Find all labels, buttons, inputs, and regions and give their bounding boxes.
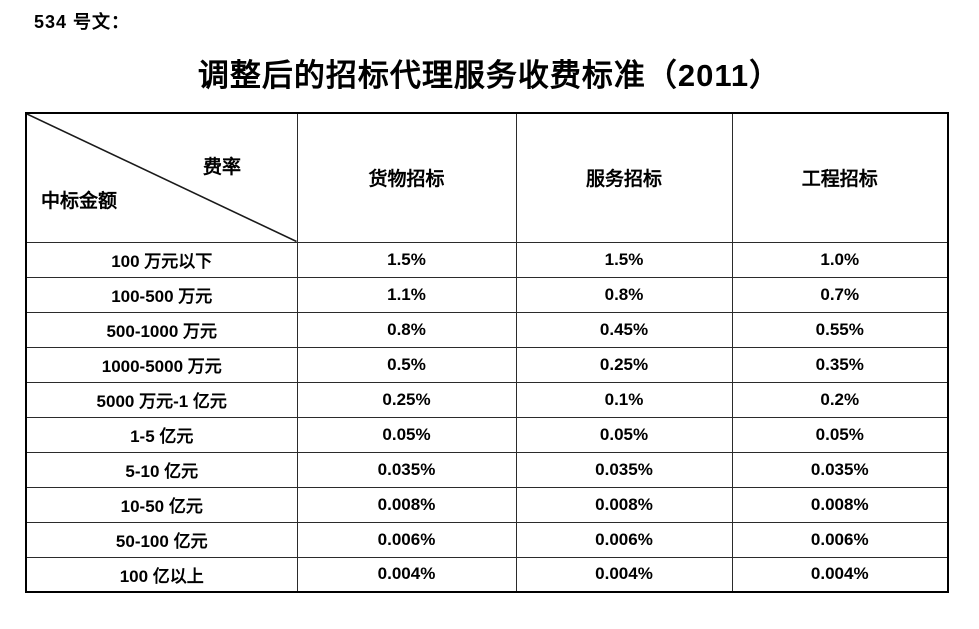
row-label: 50-100 亿元	[25, 521, 298, 558]
rate-cell: 0.035%	[515, 451, 733, 488]
rate-cell: 0.55%	[731, 311, 949, 348]
rate-cell: 0.7%	[731, 276, 949, 313]
corner-label-rate: 费率	[203, 157, 242, 178]
diagonal-divider-line	[27, 114, 296, 241]
rate-cell: 0.25%	[296, 381, 517, 418]
row-label: 5-10 亿元	[25, 451, 298, 488]
rate-cell: 0.1%	[515, 381, 733, 418]
corner-label-bid-amount: 中标金额	[41, 191, 118, 212]
table-row: 100 万元以下 1.5% 1.5% 1.0%	[25, 241, 949, 278]
table-row: 5-10 亿元 0.035% 0.035% 0.035%	[25, 451, 949, 488]
column-header-service-bidding: 服务招标	[515, 112, 733, 243]
rate-cell: 0.8%	[296, 311, 517, 348]
table-row: 100-500 万元 1.1% 0.8% 0.7%	[25, 276, 949, 313]
table-row: 10-50 亿元 0.008% 0.008% 0.008%	[25, 486, 949, 523]
rate-cell: 0.8%	[515, 276, 733, 313]
rate-cell: 0.004%	[515, 556, 733, 593]
document-number-label: 534 号文：	[34, 12, 131, 32]
rate-cell: 0.35%	[731, 346, 949, 383]
rate-cell: 0.006%	[731, 521, 949, 558]
row-label: 100 万元以下	[25, 241, 298, 278]
rate-cell: 0.006%	[296, 521, 517, 558]
rate-cell: 0.008%	[731, 486, 949, 523]
row-label: 1000-5000 万元	[25, 346, 298, 383]
table-row: 1-5 亿元 0.05% 0.05% 0.05%	[25, 416, 949, 453]
table-header-row: 费率 中标金额 货物招标 服务招标 工程招标	[25, 112, 949, 243]
rate-cell: 0.05%	[296, 416, 517, 453]
table-row: 50-100 亿元 0.006% 0.006% 0.006%	[25, 521, 949, 558]
column-header-goods-bidding: 货物招标	[296, 112, 517, 243]
table-row: 1000-5000 万元 0.5% 0.25% 0.35%	[25, 346, 949, 383]
rate-cell: 0.25%	[515, 346, 733, 383]
row-label: 500-1000 万元	[25, 311, 298, 348]
row-label: 1-5 亿元	[25, 416, 298, 453]
rate-cell: 0.004%	[296, 556, 517, 593]
rate-cell: 0.035%	[296, 451, 517, 488]
rate-cell: 0.004%	[731, 556, 949, 593]
rate-cell: 0.5%	[296, 346, 517, 383]
rate-cell: 1.0%	[731, 241, 949, 278]
table-row: 100 亿以上 0.004% 0.004% 0.004%	[25, 556, 949, 593]
rate-cell: 0.035%	[731, 451, 949, 488]
rate-cell: 0.008%	[296, 486, 517, 523]
row-label: 100 亿以上	[25, 556, 298, 593]
row-label: 100-500 万元	[25, 276, 298, 313]
rate-cell: 0.05%	[731, 416, 949, 453]
rate-cell: 0.2%	[731, 381, 949, 418]
table-row: 500-1000 万元 0.8% 0.45% 0.55%	[25, 311, 949, 348]
rate-cell: 0.008%	[515, 486, 733, 523]
rate-cell: 1.1%	[296, 276, 517, 313]
corner-header-cell: 费率 中标金额	[25, 112, 298, 243]
rate-cell: 1.5%	[296, 241, 517, 278]
page-title: 调整后的招标代理服务收费标准（2011）	[197, 58, 782, 93]
rate-cell: 1.5%	[515, 241, 733, 278]
row-label: 5000 万元-1 亿元	[25, 381, 298, 418]
fee-rate-table: 费率 中标金额 货物招标 服务招标 工程招标 100 万元以下 1.5% 1.5…	[25, 112, 949, 593]
rate-cell: 0.006%	[515, 521, 733, 558]
rate-cell: 0.45%	[515, 311, 733, 348]
column-header-works-bidding: 工程招标	[731, 112, 949, 243]
rate-cell: 0.05%	[515, 416, 733, 453]
row-label: 10-50 亿元	[25, 486, 298, 523]
table-row: 5000 万元-1 亿元 0.25% 0.1% 0.2%	[25, 381, 949, 418]
